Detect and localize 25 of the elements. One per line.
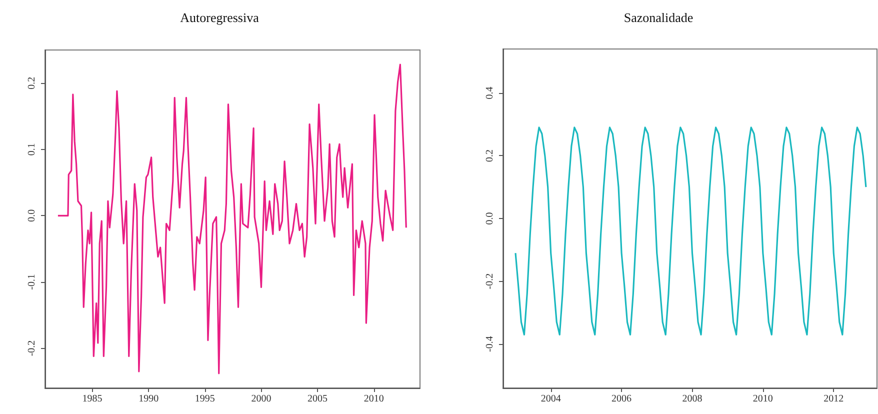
x-tick-label: 2012 [824, 394, 844, 404]
y-tick-label: -0.4 [484, 336, 496, 352]
y-tick-label: 0.2 [26, 76, 38, 90]
x-tick-label: 2006 [612, 394, 632, 404]
line-series [57, 64, 407, 374]
x-tick-label: 2010 [752, 394, 773, 404]
y-tick-label: 0.4 [484, 86, 496, 100]
y-tick-label: -0.2 [484, 273, 496, 290]
chart-title: Autoregressiva [180, 10, 260, 25]
y-tick-label: 0.1 [26, 143, 38, 156]
y-tick-label: -0.2 [26, 340, 38, 356]
line-series [514, 126, 867, 336]
x-tick-label: 2000 [251, 394, 272, 404]
x-tick-label: 2010 [364, 394, 384, 404]
y-tick-label: 0.0 [26, 209, 38, 222]
x-tick-label: 1990 [138, 394, 159, 404]
chart-title: Sazonalidade [624, 10, 694, 25]
x-tick-label: 2008 [682, 394, 702, 404]
x-tick-label: 1985 [82, 394, 102, 404]
y-tick-label: 0.2 [484, 149, 496, 162]
x-tick-label: 2005 [308, 394, 328, 404]
y-tick-label: 0.0 [484, 212, 496, 225]
x-tick-label: 1995 [194, 394, 215, 404]
x-tick-label: 2004 [540, 394, 561, 404]
y-tick-label: -0.1 [26, 274, 38, 290]
